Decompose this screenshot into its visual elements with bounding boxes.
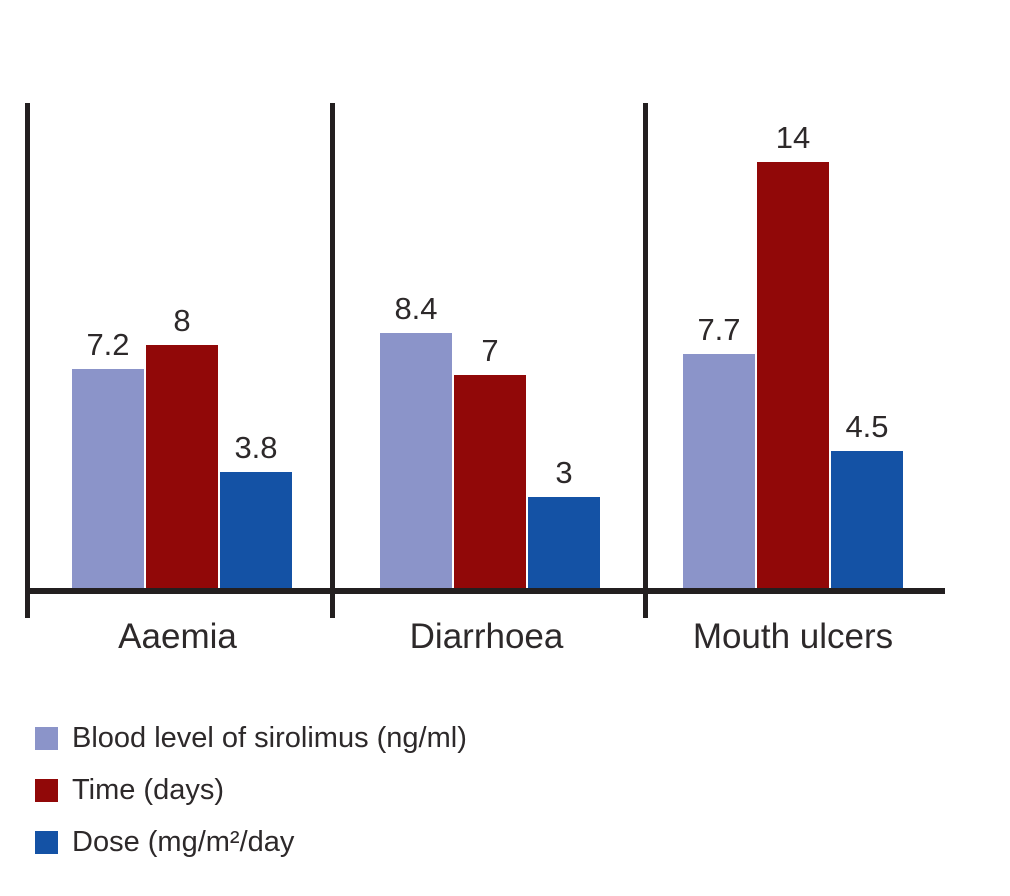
bar xyxy=(454,375,526,588)
legend-swatch xyxy=(35,726,58,750)
y-axis-line xyxy=(25,103,30,618)
bar xyxy=(528,497,600,588)
bar xyxy=(220,472,292,588)
legend-row: Dose (mg/m²/day xyxy=(35,825,467,858)
legend-swatch xyxy=(35,778,58,802)
panel-divider xyxy=(643,103,648,618)
bar-value-label: 7 xyxy=(481,333,499,368)
bar-value-label: 3 xyxy=(555,455,573,490)
bar-value-label: 4.5 xyxy=(845,409,889,444)
legend: Blood level of sirolimus (ng/ml) Time (da… xyxy=(35,721,467,879)
legend-label: Blood level of sirolimus (ng/ml) xyxy=(72,721,467,754)
bar-value-label: 14 xyxy=(775,120,811,155)
category-label: Diarrhoea xyxy=(409,617,564,656)
legend-row: Blood level of sirolimus (ng/ml) xyxy=(35,721,467,754)
bar-value-label: 8.4 xyxy=(394,291,438,326)
bar xyxy=(146,345,218,588)
category-label: Mouth ulcers xyxy=(692,617,894,656)
bar xyxy=(683,354,755,588)
bar xyxy=(380,333,452,588)
panel-divider xyxy=(330,103,335,618)
legend-label: Dose (mg/m²/day xyxy=(72,825,295,858)
bar xyxy=(72,369,144,588)
bar-value-label: 3.8 xyxy=(234,430,278,465)
x-axis-line xyxy=(25,588,945,594)
bar xyxy=(831,451,903,588)
category-label: Aaemia xyxy=(118,617,237,656)
legend-row: Time (days) xyxy=(35,773,467,806)
bar xyxy=(757,162,829,588)
bar-value-label: 7.7 xyxy=(697,312,741,347)
legend-label: Time (days) xyxy=(72,773,224,806)
legend-swatch xyxy=(35,830,58,854)
bar-value-label: 7.2 xyxy=(86,327,130,362)
bar-value-label: 8 xyxy=(173,303,191,338)
